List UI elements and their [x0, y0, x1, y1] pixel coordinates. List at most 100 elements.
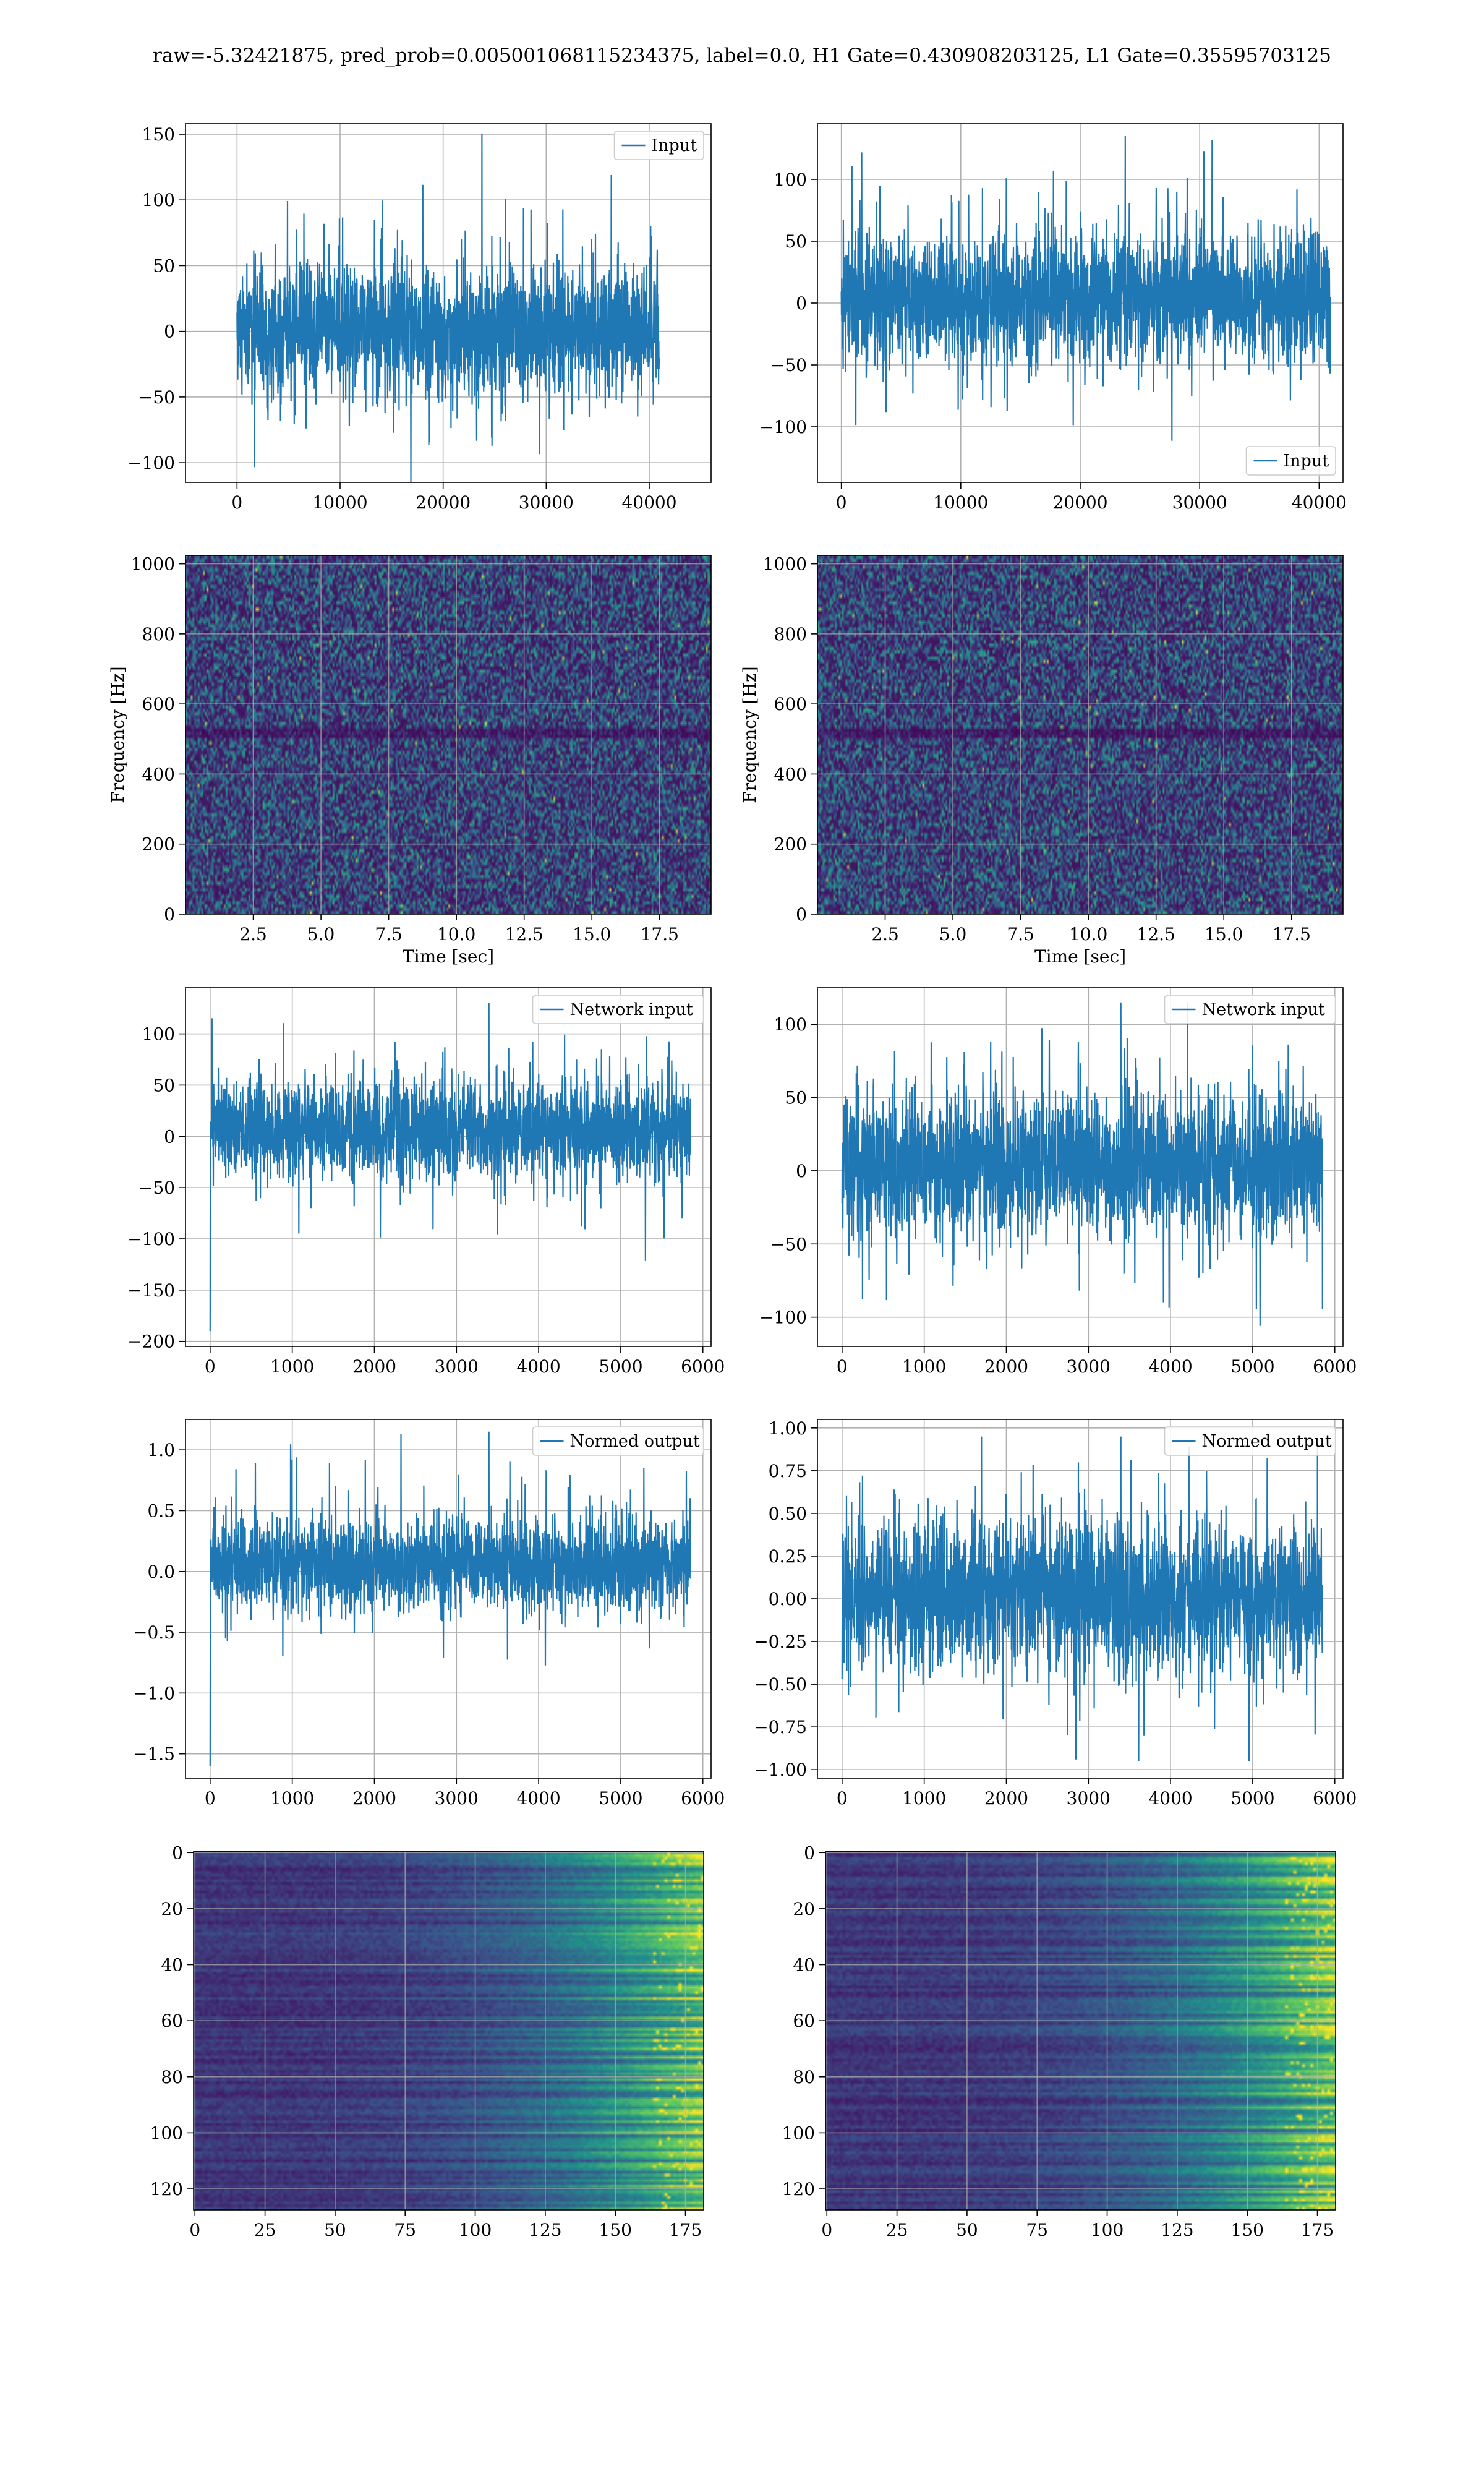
x-tick-label: 6000: [1313, 1356, 1357, 1377]
plot-area: [186, 1419, 711, 1778]
legend-entry: Network input: [1202, 1000, 1325, 1019]
legend-entry: Input: [1284, 452, 1329, 471]
y-tick-label: −1.00: [754, 1760, 807, 1780]
y-tick-label: −50: [770, 355, 807, 375]
x-tick-label: 1000: [270, 1788, 314, 1808]
y-tick-label: 400: [142, 764, 175, 784]
x-tick-label: 3000: [1067, 1356, 1111, 1377]
legend-box: [1164, 995, 1336, 1024]
y-tick-label: 200: [142, 834, 175, 855]
y-tick-label: 120: [150, 2179, 183, 2199]
plot-area: [194, 1851, 704, 2210]
x-tick-label: 0: [836, 492, 847, 513]
x-tick-label: 50: [324, 2220, 346, 2240]
y-tick-label: 0: [796, 904, 807, 925]
x-tick-label: 2000: [984, 1788, 1028, 1808]
y-tick-label: 80: [161, 2067, 183, 2087]
x-tick-label: 3000: [1067, 1788, 1111, 1808]
x-tick-label: 3000: [435, 1356, 479, 1377]
panel-spectrogram_l1: 2.5 5.0 7.5 10.0 12.5 15.0 17.5 0 200 400 600 800 10…: [740, 554, 1344, 967]
series-line: [209, 1003, 691, 1332]
x-tick-label: 6000: [681, 1356, 725, 1377]
y-tick-label: 50: [153, 255, 175, 276]
y-tick-label: −100: [759, 417, 807, 437]
panel-feature_map_h1: 0 25 50 75 100 125 150 175 0 20 40 60 80 100 120: [150, 1843, 704, 2240]
legend-entry: Network input: [570, 1000, 693, 1019]
y-tick-label: −200: [127, 1332, 175, 1352]
y-tick-label: 100: [142, 190, 175, 210]
y-tick-label: −0.25: [754, 1632, 807, 1652]
figure-suptitle: raw=-5.32421875, pred_prob=0.00500106811…: [153, 45, 1331, 67]
x-tick-label: 20000: [1052, 492, 1107, 513]
x-tick-label: 17.5: [641, 924, 679, 944]
x-tick-label: 75: [1026, 2220, 1048, 2240]
legend-entry: Normed output: [1202, 1432, 1332, 1451]
legend: Normed output: [1164, 1426, 1336, 1456]
y-tick-label: 0: [804, 1843, 815, 1863]
y-tick-label: −50: [139, 1178, 175, 1198]
series-line: [209, 1431, 691, 1766]
plot-area: [186, 555, 711, 914]
legend-box: [1245, 446, 1336, 476]
y-tick-label: 150: [142, 124, 175, 145]
plot-area: [817, 1419, 1343, 1778]
plot-area: [817, 555, 1343, 914]
y-tick-label: −100: [127, 453, 175, 473]
x-tick-label: 40000: [621, 492, 676, 513]
y-tick-label: 0.50: [769, 1504, 807, 1524]
heatmap-image: [194, 1851, 704, 2210]
x-tick-label: 5.0: [307, 924, 335, 944]
y-tick-label: 0.25: [769, 1546, 807, 1567]
axes-frame: [185, 123, 712, 483]
x-tick-label: 0: [821, 2220, 832, 2240]
y-axis-label: Frequency [Hz]: [108, 666, 128, 803]
y-tick-label: 50: [785, 1088, 807, 1108]
x-tick-label: 10000: [933, 492, 988, 513]
x-tick-label: 0: [205, 1356, 216, 1377]
y-tick-label: 100: [150, 2123, 183, 2143]
x-tick-label: 3000: [435, 1788, 479, 1808]
x-axis-label: Time [sec]: [1034, 946, 1126, 967]
panel-network_input_h1: 0 1000 2000 3000 4000 5000 6000−200−150−100−50…: [127, 987, 725, 1377]
panel-input_h1: 0 10000 20000 30000 40000 −100 −50 0 50 100 150 Inp…: [127, 123, 712, 513]
legend: Network input: [532, 995, 704, 1024]
y-axis-label: Frequency [Hz]: [740, 666, 760, 803]
x-tick-label: 100: [1091, 2220, 1124, 2240]
panel-spectrogram_h1: 2.5 5.0 7.5 10.0 12.5 15.0 17.5 0 200 400 600 800 10…: [108, 554, 712, 967]
axes-frame: [185, 1419, 712, 1779]
x-tick-label: 5.0: [939, 924, 967, 944]
y-tick-label: 80: [793, 2067, 815, 2087]
plot-area: [186, 988, 711, 1346]
plot-area: [186, 124, 711, 482]
series-line: [841, 1002, 1323, 1326]
x-tick-label: 4000: [1148, 1788, 1192, 1808]
x-tick-label: 4000: [516, 1788, 560, 1808]
x-tick-label: 7.5: [1007, 924, 1034, 944]
axes-frame: [193, 1851, 704, 2211]
x-tick-label: 2000: [352, 1788, 396, 1808]
legend-entry: Normed output: [570, 1432, 700, 1451]
axes-frame: [817, 555, 1344, 915]
x-tick-label: 175: [669, 2220, 702, 2240]
y-tick-label: −50: [770, 1234, 807, 1254]
legend-box: [532, 995, 704, 1024]
y-tick-label: 20: [793, 1899, 815, 1919]
x-tick-label: 100: [459, 2220, 492, 2240]
x-tick-label: 12.5: [1137, 924, 1175, 944]
x-tick-label: 50: [956, 2220, 978, 2240]
y-tick-label: −100: [759, 1308, 807, 1328]
x-tick-label: 15.0: [1205, 924, 1243, 944]
plot-area: [825, 1851, 1336, 2210]
axes-frame: [185, 987, 712, 1347]
x-tick-label: 2.5: [239, 924, 267, 944]
y-tick-label: −50: [139, 387, 175, 408]
y-tick-label: 50: [153, 1075, 175, 1095]
x-tick-label: 10000: [312, 492, 367, 513]
heatmap-image: [186, 555, 711, 914]
y-tick-label: 1000: [131, 554, 175, 575]
x-tick-label: 7.5: [375, 924, 403, 944]
x-tick-label: 2.5: [871, 924, 899, 944]
y-tick-label: 200: [774, 834, 807, 855]
legend-box: [613, 131, 704, 160]
y-tick-label: 100: [774, 1014, 807, 1035]
